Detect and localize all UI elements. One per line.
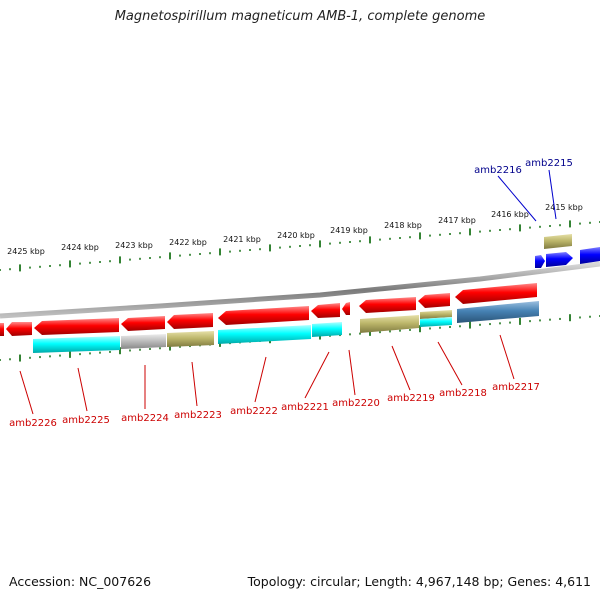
gene-block[interactable] — [33, 336, 120, 353]
gene-arrow[interactable] — [342, 302, 350, 315]
gene-arrow[interactable] — [121, 316, 165, 331]
reverse-genes — [33, 234, 572, 353]
gene-block[interactable] — [360, 315, 419, 333]
gene-label-amb2216[interactable]: amb2216 — [474, 165, 522, 176]
gene-arrow[interactable] — [535, 255, 545, 268]
top-tick-row — [0, 220, 600, 272]
gene-label-amb2224[interactable]: amb2224 — [121, 413, 169, 424]
tick-label-2415: 2415 kbp — [545, 203, 583, 212]
gene-arrow[interactable] — [455, 283, 537, 304]
accession-text: Accession: NC_007626 — [9, 574, 152, 589]
tick-label-2417: 2417 kbp — [438, 216, 476, 225]
gene-block[interactable] — [457, 301, 539, 323]
gene-label-amb2220[interactable]: amb2220 — [332, 398, 380, 409]
gene-label-amb2225[interactable]: amb2225 — [62, 415, 110, 426]
genome-title: Magnetospirillum magneticum AMB-1, compl… — [114, 9, 486, 24]
tick-label-2425: 2425 kbp — [7, 247, 45, 256]
gene-label-amb2221[interactable]: amb2221 — [281, 402, 329, 413]
gene-block[interactable] — [420, 317, 452, 327]
gene-arrow[interactable] — [311, 303, 340, 318]
gene-label-amb2222[interactable]: amb2222 — [230, 406, 278, 417]
tick-label-2416: 2416 kbp — [491, 210, 529, 219]
tick-label-2424: 2424 kbp — [61, 243, 99, 252]
gene-block[interactable] — [544, 234, 572, 249]
tick-label-2422: 2422 kbp — [169, 238, 207, 247]
gene-arrow[interactable] — [546, 252, 573, 267]
tick-label-2420: 2420 kbp — [277, 231, 315, 240]
gene-arrow[interactable] — [34, 318, 119, 335]
gene-block[interactable] — [121, 334, 166, 349]
gene-arrow[interactable] — [167, 313, 213, 329]
gene-arrow[interactable] — [418, 293, 450, 308]
genome-summary-text: Topology: circular; Length: 4,967,148 bp… — [247, 574, 591, 589]
tick-label-2421: 2421 kbp — [223, 235, 261, 244]
genome-backbone — [0, 261, 600, 319]
gene-arrow[interactable] — [580, 247, 600, 264]
gene-label-amb2223[interactable]: amb2223 — [174, 410, 222, 421]
forward-genes — [0, 283, 537, 336]
tick-label-2419: 2419 kbp — [330, 226, 368, 235]
gene-arrow[interactable] — [6, 322, 32, 336]
gene-block[interactable] — [167, 331, 214, 347]
gene-block[interactable] — [218, 325, 311, 344]
tick-label-2418: 2418 kbp — [384, 221, 422, 230]
gene-arrow[interactable] — [0, 323, 4, 336]
gene-label-amb2218[interactable]: amb2218 — [439, 388, 487, 399]
gene-block[interactable] — [420, 310, 452, 319]
gene-block[interactable] — [312, 322, 342, 337]
gene-label-amb2217[interactable]: amb2217 — [492, 382, 540, 393]
gene-label-amb2219[interactable]: amb2219 — [387, 393, 435, 404]
callout-lines — [19, 169, 557, 415]
blue-genes — [535, 247, 600, 268]
tick-label-2423: 2423 kbp — [115, 241, 153, 250]
gene-arrow[interactable] — [359, 297, 416, 313]
gene-label-amb2226[interactable]: amb2226 — [9, 418, 57, 429]
gene-label-amb2215[interactable]: amb2215 — [525, 158, 573, 169]
gene-arrow[interactable] — [218, 306, 309, 325]
